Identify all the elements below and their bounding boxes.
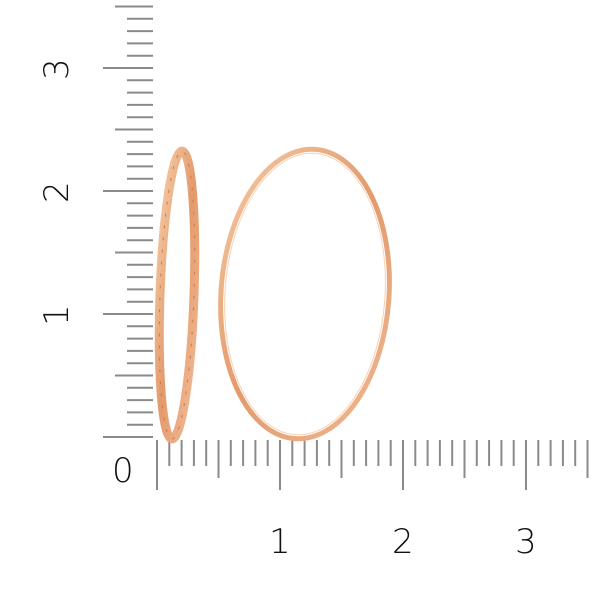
y-label-3: 3 — [37, 58, 77, 80]
earring-side-view — [154, 146, 200, 444]
origin-label: 0 — [112, 451, 134, 491]
x-label-1: 1 — [269, 522, 291, 562]
earring-front-view — [218, 146, 392, 442]
y-label-2: 2 — [37, 181, 77, 203]
x-label-2: 2 — [392, 522, 414, 562]
ruler-ticks — [103, 5, 589, 490]
y-label-1: 1 — [37, 304, 77, 326]
x-label-3: 3 — [515, 522, 537, 562]
